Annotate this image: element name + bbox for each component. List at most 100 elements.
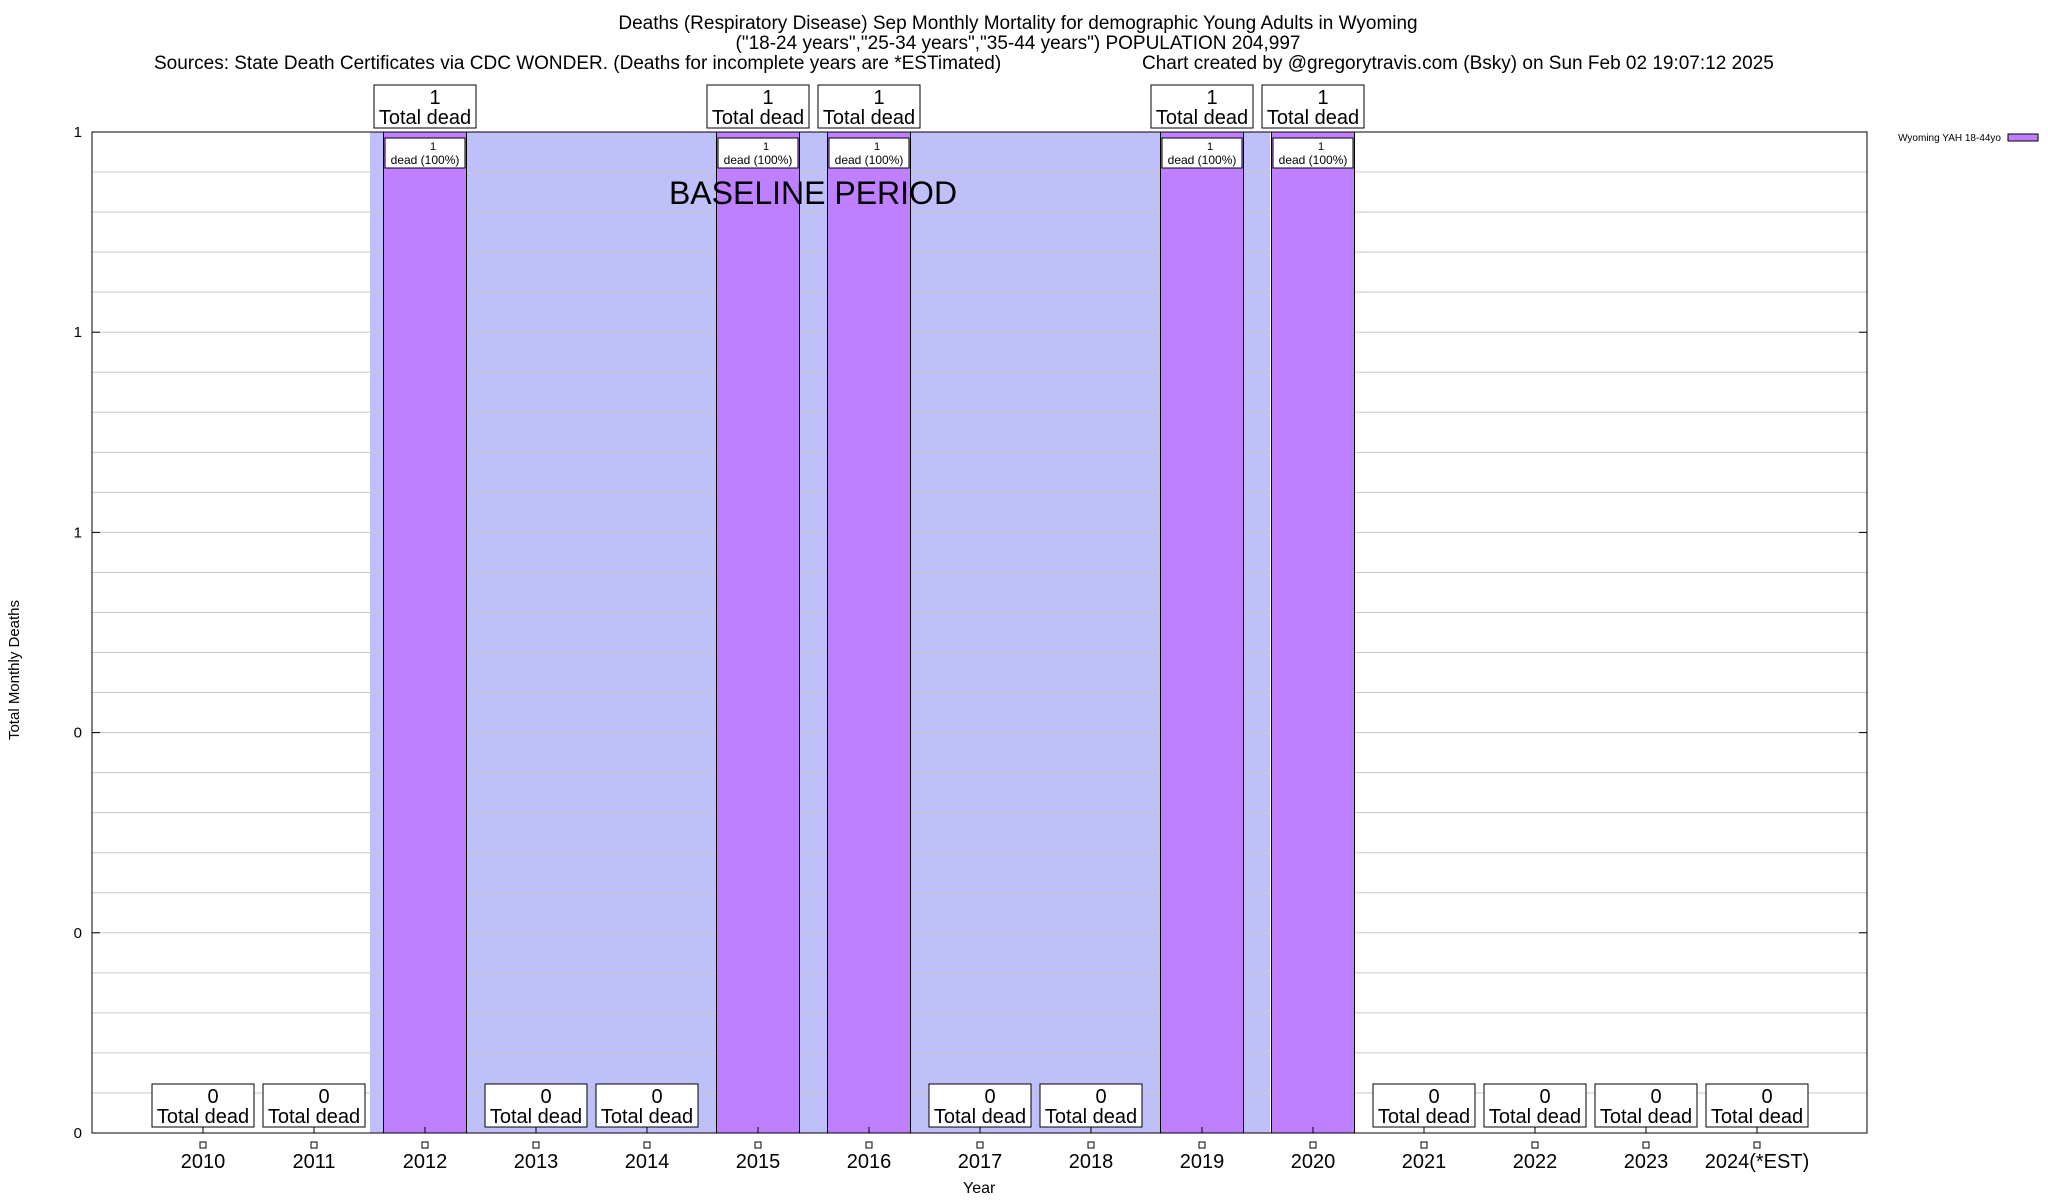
total-dead-box (1705, 1083, 1809, 1128)
bar-inner-label-box (1272, 137, 1354, 169)
bar-inner-label-value: 1 (1318, 141, 1324, 153)
bar-inner-label-text: dead (100%) (724, 153, 793, 167)
total-dead-label: Total dead (1600, 1106, 1692, 1128)
total-dead-box (1261, 84, 1365, 129)
bar-inner-label-value: 1 (763, 141, 769, 153)
bar-inner-label-text: dead (100%) (1279, 153, 1348, 167)
total-dead-box (151, 1083, 255, 1128)
x-marker (421, 1141, 429, 1149)
x-tick-label: 2014 (625, 1151, 670, 1173)
y-tick-label: 1 (74, 124, 82, 141)
bar (383, 131, 467, 1134)
bar-inner-label-text: dead (100%) (1168, 153, 1237, 167)
total-dead-label: Total dead (157, 1106, 249, 1128)
total-dead-box (928, 1083, 1032, 1128)
x-tick-label: 2016 (847, 1151, 892, 1173)
bar (1160, 131, 1244, 1134)
total-dead-box (1039, 1083, 1143, 1128)
x-tick-label: 2010 (181, 1151, 226, 1173)
total-dead-box (484, 1083, 588, 1128)
total-dead-label: Total dead (1489, 1106, 1581, 1128)
total-dead-label: Total dead (1711, 1106, 1803, 1128)
x-marker (643, 1141, 651, 1149)
x-marker (199, 1141, 207, 1149)
total-dead-label: Total dead (1267, 107, 1359, 129)
total-dead-label: Total dead (490, 1106, 582, 1128)
x-axis-label: Year (963, 1180, 996, 1197)
total-dead-value: 1 (1206, 87, 1217, 109)
total-dead-box (262, 1083, 366, 1128)
bar-inner-label-value: 1 (430, 141, 436, 153)
bar-inner-label-box (717, 137, 799, 169)
baseline-period-shade-end (1258, 132, 1270, 1133)
x-marker (1420, 1141, 1428, 1149)
x-tick-label: 2022 (1513, 1151, 1558, 1173)
x-marker (976, 1141, 984, 1149)
total-dead-box (1483, 1083, 1587, 1128)
total-dead-label: Total dead (823, 107, 915, 129)
total-dead-box (1150, 84, 1254, 129)
baseline-period-shade (370, 132, 1258, 1133)
bar-inner-label-box (828, 137, 910, 169)
total-dead-value: 1 (1317, 87, 1328, 109)
bar-inner-label-box (384, 137, 466, 169)
x-marker (754, 1141, 762, 1149)
x-marker (1531, 1141, 1539, 1149)
total-dead-label: Total dead (379, 107, 471, 129)
x-tick-label: 2015 (736, 1151, 781, 1173)
bar (1271, 131, 1355, 1134)
total-dead-box (595, 1083, 699, 1128)
total-dead-value: 0 (207, 1086, 218, 1108)
total-dead-label: Total dead (712, 107, 804, 129)
legend-swatch (2007, 133, 2039, 142)
x-tick-label: 2018 (1069, 1151, 1114, 1173)
x-tick-label: 2013 (514, 1151, 559, 1173)
y-tick-label: 0 (74, 725, 82, 742)
bar-inner-label-value: 1 (1207, 141, 1213, 153)
bar (827, 131, 911, 1134)
x-marker (1309, 1141, 1317, 1149)
bar-inner-label-value: 1 (874, 141, 880, 153)
chart-credit: Chart created by @gregorytravis.com (Bsk… (1142, 53, 1774, 74)
total-dead-value: 1 (762, 87, 773, 109)
total-dead-box (706, 84, 810, 129)
x-tick-label: 2023 (1624, 1151, 1669, 1173)
total-dead-value: 1 (873, 87, 884, 109)
total-dead-box (817, 84, 921, 129)
total-dead-value: 0 (984, 1086, 995, 1108)
total-dead-value: 0 (1650, 1086, 1661, 1108)
total-dead-label: Total dead (1045, 1106, 1137, 1128)
total-dead-box (1372, 1083, 1476, 1128)
x-tick-label: 2021 (1402, 1151, 1447, 1173)
y-tick-label: 0 (74, 925, 82, 942)
x-tick-label: 2012 (403, 1151, 448, 1173)
total-dead-label: Total dead (934, 1106, 1026, 1128)
bar-inner-label-text: dead (100%) (835, 153, 904, 167)
y-tick-label: 0 (74, 1125, 82, 1142)
total-dead-value: 0 (318, 1086, 329, 1108)
x-marker (310, 1141, 318, 1149)
x-marker (1198, 1141, 1206, 1149)
total-dead-label: Total dead (1378, 1106, 1470, 1128)
x-tick-label: 2017 (958, 1151, 1003, 1173)
total-dead-value: 0 (1095, 1086, 1106, 1108)
x-marker (532, 1141, 540, 1149)
x-tick-label: 2011 (292, 1151, 335, 1173)
y-tick-label: 1 (74, 324, 82, 341)
x-tick-label: 2024(*EST) (1705, 1151, 1810, 1173)
total-dead-value: 0 (1428, 1086, 1439, 1108)
total-dead-label: Total dead (601, 1106, 693, 1128)
x-tick-label: 2019 (1180, 1151, 1225, 1173)
total-dead-value: 0 (1539, 1086, 1550, 1108)
bar-inner-label-text: dead (100%) (391, 153, 460, 167)
chart-title-line1: Deaths (Respiratory Disease) Sep Monthly… (618, 13, 1418, 34)
y-axis-label: Total Monthly Deaths (6, 599, 23, 741)
chart-sources: Sources: State Death Certificates via CD… (154, 53, 1002, 74)
total-dead-box (1594, 1083, 1698, 1128)
x-marker (865, 1141, 873, 1149)
bar-inner-label-box (1161, 137, 1243, 169)
total-dead-value: 0 (651, 1086, 662, 1108)
x-marker (1087, 1141, 1095, 1149)
total-dead-value: 1 (429, 87, 440, 109)
